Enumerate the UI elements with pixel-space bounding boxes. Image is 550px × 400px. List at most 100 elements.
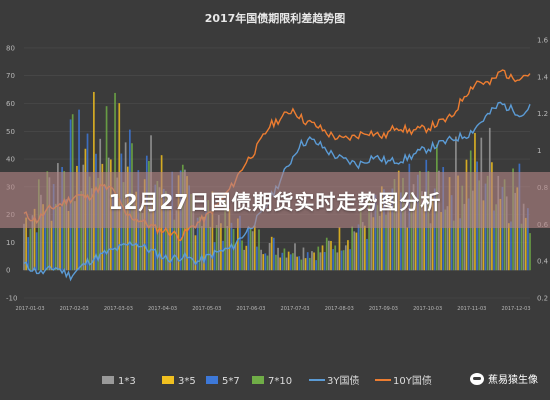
spread-bar [516,187,519,271]
spread-bar [344,245,347,271]
spread-bar [272,237,275,271]
spread-bar [376,205,379,271]
spread-bar [395,200,398,271]
spread-bar [258,229,260,271]
spread-bar [54,203,57,271]
x-tick-label: 2017-12-03 [501,306,530,312]
spread-bar [296,256,298,271]
legend: 1*3 3*5 5*7 7*10 3Y国债 10Y国债 [102,374,432,387]
x-axis-ticks: 2017-01-03 2017-02-03 2017-03-03 2017-04-03… [15,306,530,312]
spread-bar [190,194,193,271]
legend-swatch [162,376,174,384]
x-tick-label: 2017-01-03 [15,306,44,312]
x-tick-label: 2017-04-03 [148,306,177,312]
spread-bar [452,220,455,271]
spread-bar [277,247,279,271]
spread-bar [315,260,318,271]
spread-bar [203,216,205,271]
spread-bar [167,206,169,271]
spread-bar [275,254,277,271]
spread-bar [391,188,394,271]
spread-bar [251,231,254,271]
spread-bar [141,213,144,271]
spread-bar [446,206,449,271]
spread-bar [467,198,470,271]
spread-bar [404,203,406,271]
spread-bar [370,210,373,271]
spread-bar [279,257,282,271]
spread-bar [374,194,377,271]
spread-bar [351,226,354,271]
spread-bar [421,191,423,271]
spread-bar [230,222,233,271]
spread-bar [25,217,27,271]
spread-bar [433,188,436,271]
y-tick-label: 60 [6,100,15,108]
y-tick-label: 50 [6,128,15,136]
spread-bar [260,249,262,271]
spread-bar [220,223,222,271]
legend-swatch [252,376,264,384]
spread-bar [65,199,68,271]
spread-bar [493,210,495,271]
y-tick-label: 0 [6,267,10,275]
spread-bar [321,245,324,271]
spread-bar [236,218,239,271]
spread-bar [215,225,218,271]
spread-bar [241,240,243,271]
headline-banner: 12月27日国债期货实时走势图分析 [0,172,550,228]
headline-text: 12月27日国债期货实时走势图分析 [108,189,442,214]
spread-bar [249,228,252,271]
spread-bar [507,223,510,271]
spread-bar [73,201,76,271]
spread-bar [139,207,142,271]
spread-bar [501,186,504,271]
spread-bar [42,204,44,271]
y2-tick-label: 0.4 [537,258,549,266]
spread-bar [285,257,288,271]
spread-bar [287,251,290,271]
spread-bar [311,251,313,271]
x-tick-label: 2017-05-03 [192,306,221,312]
spread-bar [44,210,47,271]
spread-bar [368,200,370,271]
spread-bar [325,237,328,271]
spread-bar [133,199,135,271]
spread-bar [505,196,508,271]
spread-bar [353,231,356,271]
y2-tick-label: 0.2 [537,295,548,303]
y-tick-label: 80 [6,44,15,52]
spread-bar [334,245,337,271]
x-tick-label: 2017-03-03 [104,306,133,312]
spread-bar [33,208,36,271]
spread-bar [385,214,387,271]
spread-bar [306,252,309,271]
spread-bar [524,217,527,271]
spread-bar [520,223,523,271]
spread-bar [336,252,339,271]
spread-bar [196,217,199,271]
spread-bar [357,224,360,271]
spread-bar [245,245,248,271]
x-tick-label: 2017-02-03 [60,306,89,312]
spread-bar [194,235,197,271]
spread-bar [162,188,165,271]
spread-bar [283,248,286,271]
watermark-text: 蕉易猿生像 [488,375,538,386]
spread-bar [27,237,30,271]
x-tick-label: 2017-11-03 [457,306,486,312]
spread-bar [222,240,224,271]
spread-bar [29,228,32,271]
spread-bar [450,195,453,271]
spread-bar [499,198,502,271]
spread-bar [308,257,311,271]
x-tick-label: 2017-08-03 [325,306,354,312]
legend-label: 3*5 [178,376,196,387]
y2-tick-label: 1 [537,147,541,155]
spread-bar [387,208,389,271]
y2-axis-ticks: 1.61.41.210.80.60.40.2 [537,37,549,303]
spread-bar [319,252,322,271]
legend-label: 3Y国债 [327,374,359,387]
spread-bar [423,194,425,271]
spread-bar [302,247,305,271]
